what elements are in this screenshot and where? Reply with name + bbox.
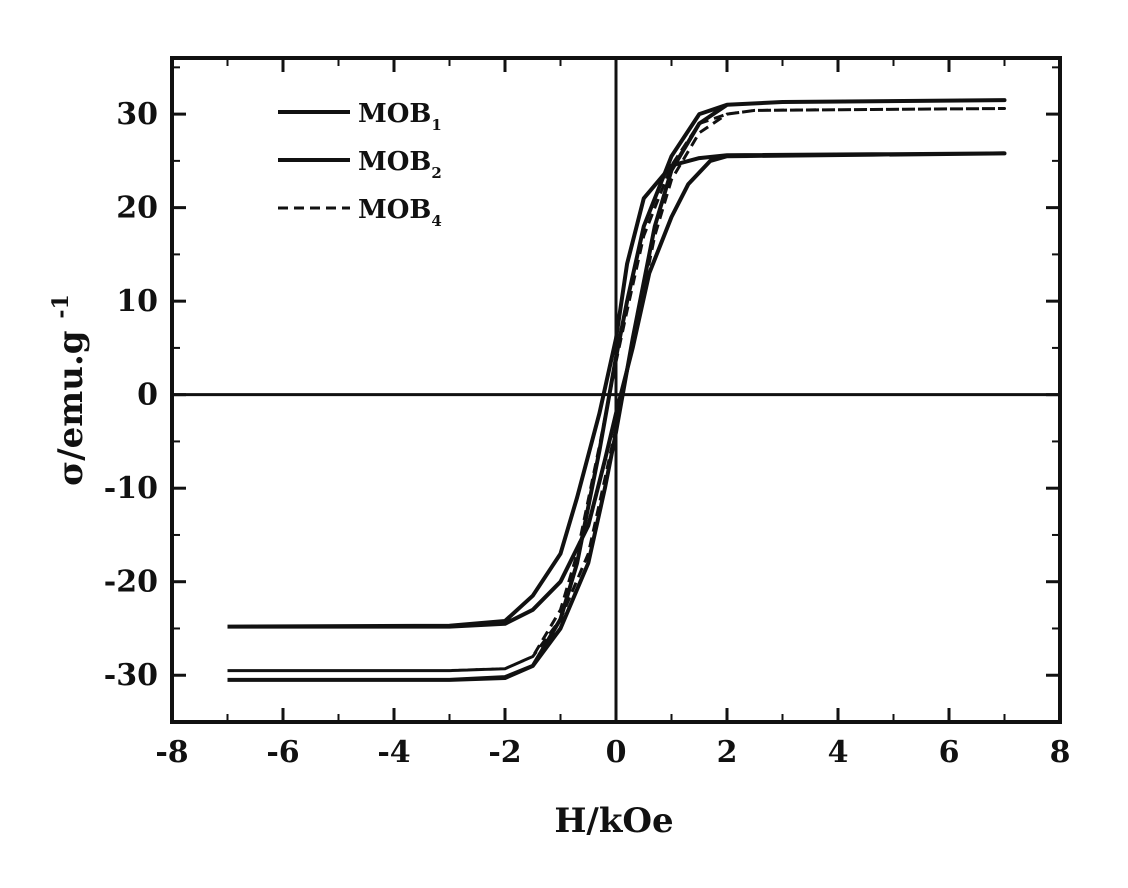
legend-label-subscript: 2	[431, 164, 441, 182]
y-tick-label: 10	[116, 284, 158, 319]
legend-label-main: MOB	[358, 147, 431, 177]
legend-label-subscript: 1	[431, 116, 441, 134]
y-tick-label: -30	[104, 658, 158, 693]
x-tick-label: 0	[606, 735, 627, 770]
y-axis-title: σ/emu.g -1	[48, 294, 91, 486]
y-axis-title-main: σ/emu.g	[51, 330, 91, 485]
y-tick-label: 30	[116, 97, 158, 132]
x-axis-title: H/kOe	[554, 801, 673, 841]
y-tick-label: -10	[104, 471, 158, 506]
y-tick-label: 20	[116, 191, 158, 226]
y-tick-label: -20	[104, 565, 158, 600]
y-axis-title-sup: -1	[48, 294, 74, 318]
y-tick-label: 0	[137, 378, 158, 413]
x-tick-label: -8	[155, 735, 188, 770]
x-tick-label: 6	[939, 735, 960, 770]
x-tick-label: 4	[828, 735, 849, 770]
legend-label-2: MOB2	[358, 147, 442, 182]
x-tick-label: -6	[266, 735, 299, 770]
legend-label-main: MOB	[358, 99, 431, 129]
series-line-3	[227, 107, 1006, 673]
legend-label-1: MOB1	[358, 99, 442, 134]
x-tick-label: 8	[1050, 735, 1071, 770]
legend-label-3: MOB4	[358, 195, 442, 230]
series-line-1	[227, 98, 1007, 682]
series-line-2	[227, 151, 1007, 629]
legend-label-subscript: 4	[431, 212, 441, 230]
x-tick-label: -4	[377, 735, 410, 770]
legend-label-main: MOB	[358, 195, 431, 225]
zero-lines	[172, 58, 1060, 722]
x-tick-label: -2	[488, 735, 521, 770]
x-tick-label: 2	[717, 735, 738, 770]
series-layer	[227, 98, 1007, 682]
